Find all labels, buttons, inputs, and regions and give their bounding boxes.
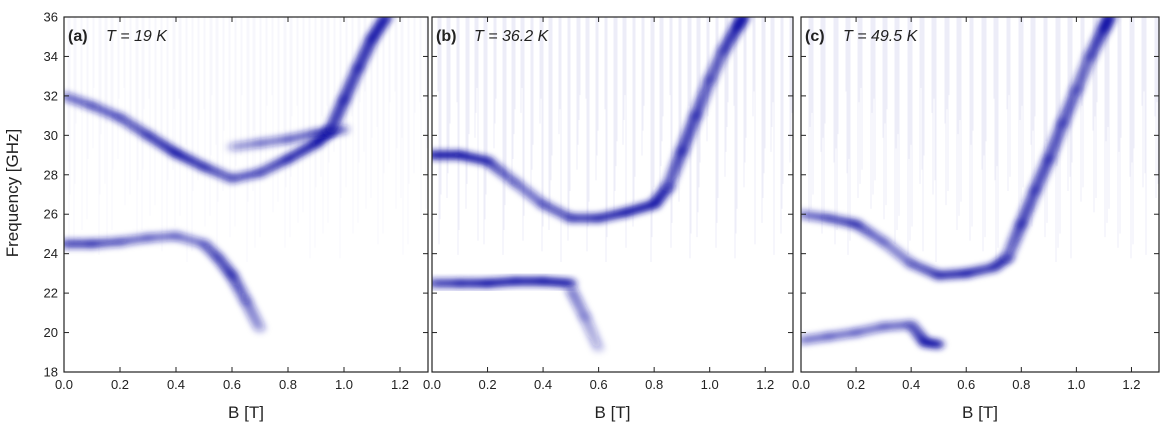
y-tick-label: 24 bbox=[44, 246, 58, 261]
x-tick-label: 0.0 bbox=[423, 377, 441, 392]
data-point bbox=[253, 323, 267, 334]
x-tick-label: 0.2 bbox=[478, 377, 496, 392]
series-3 bbox=[432, 276, 578, 289]
series-2 bbox=[1000, 17, 1117, 263]
x-tick-label: 0.0 bbox=[55, 377, 73, 392]
panel-label: (b) bbox=[436, 28, 456, 45]
x-tick-label: 1.0 bbox=[335, 377, 353, 392]
y-tick-label: 34 bbox=[44, 49, 58, 64]
y-tick-label: 22 bbox=[44, 286, 58, 301]
panel-title: T = 49.5 K bbox=[843, 28, 919, 45]
y-tick-label: 32 bbox=[44, 88, 58, 103]
x-tick-label: 1.2 bbox=[1122, 377, 1140, 392]
panel-title: T = 19 K bbox=[106, 28, 168, 45]
data-point bbox=[379, 17, 393, 22]
y-tick-label: 18 bbox=[44, 365, 58, 380]
panel-2: 0.0 0.2 0.4 0.6 0.8 1.0 1.2 B [T] (b) T = 36.2 K bbox=[423, 16, 794, 422]
panel-label: (c) bbox=[805, 28, 825, 45]
y-tick-label: 36 bbox=[44, 10, 58, 25]
x-tick-label: 0.4 bbox=[534, 377, 552, 392]
x-tick-label: 0.6 bbox=[590, 377, 608, 392]
series-1 bbox=[801, 209, 1015, 281]
data-point bbox=[591, 343, 606, 354]
x-tick-label: 1.0 bbox=[1067, 377, 1085, 392]
y-tick-label: 20 bbox=[44, 325, 58, 340]
panel-title: T = 36.2 K bbox=[474, 28, 550, 45]
series-2 bbox=[661, 17, 751, 192]
data-point bbox=[931, 339, 946, 350]
x-tick-label: 0.6 bbox=[223, 377, 241, 392]
x-axis-label: B [T] bbox=[962, 403, 998, 422]
y-tick-label: 30 bbox=[44, 128, 58, 143]
x-tick-label: 0.8 bbox=[279, 377, 297, 392]
noise-texture bbox=[801, 17, 1159, 262]
x-tick-label: 0.0 bbox=[792, 377, 810, 392]
panel-1: 0.0 0.2 0.4 0.6 0.8 1.0 1.2 18 20 22 24 26 28 30 32 34 3… bbox=[44, 10, 429, 422]
plot-frame bbox=[431, 16, 794, 373]
intensity-layer bbox=[432, 17, 793, 354]
x-tick-label: 0.2 bbox=[111, 377, 129, 392]
x-tick-label: 1.2 bbox=[391, 377, 409, 392]
y-axis-label: Frequency [GHz] bbox=[3, 129, 22, 258]
plot-frame bbox=[800, 16, 1160, 373]
series-3 bbox=[801, 319, 946, 350]
intensity-layer bbox=[801, 17, 1159, 350]
x-tick-label: 0.8 bbox=[645, 377, 663, 392]
y-tick-label: 26 bbox=[44, 207, 58, 222]
x-tick-label: 0.8 bbox=[1012, 377, 1030, 392]
x-tick-label: 1.0 bbox=[701, 377, 719, 392]
x-tick-label: 0.4 bbox=[902, 377, 920, 392]
data-point bbox=[736, 17, 751, 22]
x-tick-label: 1.2 bbox=[756, 377, 774, 392]
plot-area bbox=[64, 17, 428, 372]
plot-area bbox=[432, 17, 793, 372]
panels: 0.0 0.2 0.4 0.6 0.8 1.0 1.2 18 20 22 24 26 28 30 32 34 3… bbox=[44, 10, 1160, 422]
series-3 bbox=[323, 17, 393, 137]
plot-area bbox=[801, 17, 1159, 372]
x-tick-label: 0.4 bbox=[167, 377, 185, 392]
x-axis-label: B [T] bbox=[228, 403, 264, 422]
plot-frame bbox=[63, 16, 429, 373]
data-point bbox=[337, 124, 351, 135]
x-axis-label: B [T] bbox=[595, 403, 631, 422]
y-tick-label: 28 bbox=[44, 167, 58, 182]
noise-texture bbox=[432, 17, 793, 262]
intensity-layer bbox=[64, 17, 428, 334]
panel-label: (a) bbox=[68, 28, 88, 45]
series-4 bbox=[563, 284, 606, 354]
data-point bbox=[1102, 17, 1117, 22]
panel-3: 0.0 0.2 0.4 0.6 0.8 1.0 1.2 B [T] (c) T = 49.5 K bbox=[792, 16, 1160, 422]
series-4 bbox=[64, 230, 267, 334]
noise-texture bbox=[64, 17, 428, 262]
series-1 bbox=[64, 90, 337, 184]
x-tick-label: 0.2 bbox=[847, 377, 865, 392]
x-tick-label: 0.6 bbox=[957, 377, 975, 392]
